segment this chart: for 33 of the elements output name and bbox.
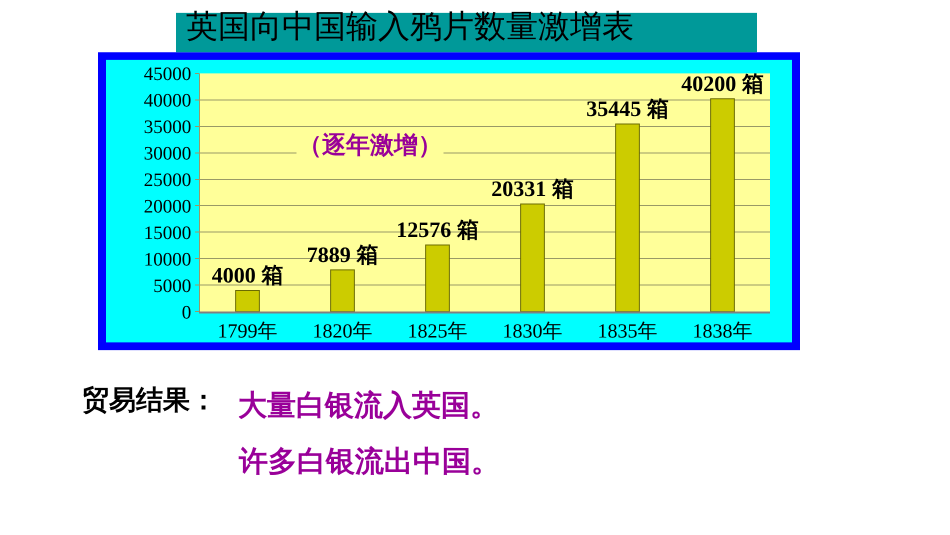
annotation: （逐年激增） (298, 131, 442, 159)
y-tick-label: 40000 (144, 90, 192, 112)
y-tick-label: 10000 (144, 249, 192, 270)
y-tick-label: 15000 (144, 222, 192, 244)
data-label: 35445 箱 (586, 96, 669, 121)
text: 大量白银流入英国。 (238, 388, 499, 422)
y-tick-label: 0 (182, 302, 192, 324)
x-tick-label: 1838年 (692, 320, 752, 343)
bar (425, 244, 450, 312)
text: 贸易结果： (82, 385, 217, 416)
x-tick-label: 1830年 (502, 320, 562, 343)
data-label: 7889 箱 (306, 242, 378, 267)
y-tick-label: 35000 (144, 116, 192, 138)
data-label: 40200 箱 (681, 70, 764, 96)
x-tick-label: 1825年 (408, 320, 468, 343)
data-label: 4000 箱 (212, 262, 284, 288)
y-tick-label: 25000 (144, 170, 192, 191)
data-label: 12576 箱 (396, 217, 479, 242)
bar (520, 203, 545, 312)
bar (330, 269, 355, 312)
bar (710, 98, 735, 312)
y-tick-label: 5000 (153, 276, 192, 297)
x-tick-label: 1835年 (598, 320, 658, 343)
x-tick-label: 1820年 (312, 320, 372, 343)
bar (235, 290, 260, 312)
x-tick-label: 1799年 (218, 320, 278, 343)
chart-title: 英国向中国输入鸦片数量激增表 (186, 8, 634, 44)
data-label: 20331 箱 (491, 176, 574, 201)
text: 许多白银流出中国。 (238, 444, 500, 478)
bar (615, 123, 640, 312)
y-tick-label: 45000 (144, 64, 192, 86)
y-tick-label: 30000 (144, 143, 192, 164)
y-tick-label: 20000 (144, 196, 192, 218)
